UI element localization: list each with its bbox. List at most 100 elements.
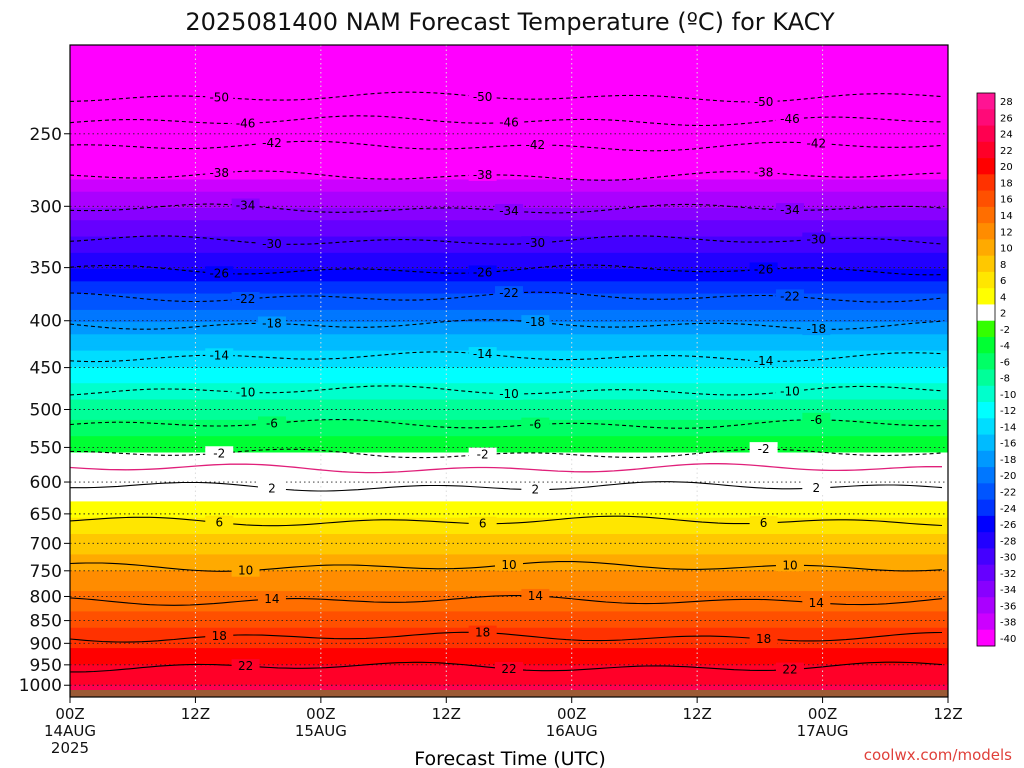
colorbar-legend: 28 26 24 22 20 18 16 14 12 10 8 6 4 2 -2 -4 -6 -8 -10 -12 -1… [976, 92, 1016, 647]
heat-band [70, 260, 948, 266]
y-tick-label: 1000 [19, 676, 62, 696]
isotherm-label-bg [495, 557, 523, 571]
heat-band [70, 146, 948, 152]
heat-band [70, 191, 948, 197]
heat-band [70, 240, 948, 246]
heat-band [70, 297, 948, 303]
heat-band [70, 179, 948, 185]
isotherm-label-bg [231, 563, 260, 577]
isotherm-label-bg [521, 138, 550, 152]
colorbar-swatch [977, 190, 995, 208]
colorbar-swatch [977, 320, 995, 338]
y-tick-label: 600 [30, 473, 62, 493]
colorbar-label: -18 [1000, 455, 1016, 466]
heat-band [70, 627, 948, 633]
isotherm-line [70, 463, 943, 474]
y-tick-label: 250 [30, 125, 62, 145]
isotherm-label: 14 [809, 596, 824, 610]
isotherm-label: 10 [782, 558, 797, 572]
heat-band [70, 110, 948, 115]
isotherm-line [70, 594, 943, 606]
isotherm-label: 2 [812, 481, 820, 495]
x-tick-label: 00Z [808, 705, 837, 723]
isotherm-label: 6 [215, 516, 223, 530]
colorbar-swatch [977, 109, 995, 126]
heat-band [70, 648, 948, 653]
isotherm-label-bg [231, 292, 260, 306]
heat-band [70, 305, 948, 311]
heat-band [70, 366, 948, 372]
heat-band [70, 126, 948, 132]
isotherm-label: 6 [760, 516, 768, 530]
heat-band [70, 448, 948, 454]
isotherm-label-bg [257, 481, 286, 495]
isotherm-label: 2 [268, 481, 276, 495]
x-tick-label: 12Z [682, 705, 711, 723]
isotherm-label: -10 [499, 387, 519, 401]
heat-band [70, 252, 948, 258]
heat-band [70, 505, 948, 511]
colorbar-swatch [977, 271, 995, 289]
isotherm-label-bg [802, 412, 831, 426]
heat-band [70, 277, 948, 282]
isotherm-label: -26 [209, 266, 229, 280]
heat-band [70, 582, 948, 588]
heat-band [70, 656, 948, 661]
heat-band [70, 195, 948, 201]
heat-band [70, 554, 948, 560]
heat-band [70, 69, 948, 75]
isotherm-label: 18 [756, 632, 771, 646]
isotherm-label-bg [749, 165, 778, 179]
isotherm-label: 10 [501, 558, 516, 572]
heat-band [70, 334, 948, 339]
heat-band [70, 244, 948, 250]
heat-band [70, 130, 948, 136]
heat-band [70, 322, 948, 327]
colorbar-label: 22 [1000, 146, 1013, 157]
colorbar-swatch [977, 580, 995, 598]
heat-band [70, 155, 948, 160]
credit-link[interactable]: coolwx.com/models [864, 746, 1012, 764]
isotherm-label-bg [749, 353, 778, 367]
isotherm-label: -30 [526, 236, 546, 250]
heat-band [70, 493, 948, 498]
isotherm-line [70, 140, 943, 152]
x-tick-label: 00Z [306, 705, 335, 723]
isotherm-label: -38 [754, 166, 774, 180]
isotherm-label-bg [521, 417, 550, 431]
isotherm-label: -10 [780, 384, 800, 398]
y-tick-label: 500 [30, 401, 62, 421]
colorbar-swatch [977, 532, 995, 549]
heat-band [70, 232, 948, 238]
heat-band [70, 309, 948, 315]
colorbar-label: 10 [1000, 244, 1013, 255]
isotherm-line [70, 91, 943, 103]
y-axis: 2503003504004505005506006507007508008509… [19, 125, 70, 696]
isotherm-label: -38 [209, 166, 229, 180]
isotherm-label: -2 [213, 446, 225, 460]
heat-band [70, 236, 948, 242]
colorbar-swatch [977, 450, 995, 468]
isotherm-label-bg [775, 558, 804, 572]
isotherm-label-bg [205, 348, 234, 362]
colorbar-label: 24 [1000, 130, 1013, 141]
colorbar-swatch [977, 515, 995, 533]
colorbar-label: -36 [1000, 601, 1016, 612]
isotherm-line [70, 419, 943, 429]
heat-band [70, 265, 948, 270]
heat-band [70, 525, 948, 531]
colorbar-label: 28 [1000, 97, 1013, 108]
isotherm-label: -22 [499, 286, 519, 300]
isotherm-label-bg [495, 203, 523, 217]
heat-band [70, 521, 948, 527]
isotherm-label: -2 [758, 442, 770, 456]
heat-band [70, 460, 948, 466]
isotherm-label: -2 [477, 448, 489, 462]
isotherm-label-bg [775, 384, 804, 398]
heat-band [70, 489, 948, 494]
heat-band [70, 635, 948, 641]
heat-band [70, 513, 948, 519]
heat-band [70, 65, 948, 71]
isotherm-label-bg [749, 631, 778, 645]
